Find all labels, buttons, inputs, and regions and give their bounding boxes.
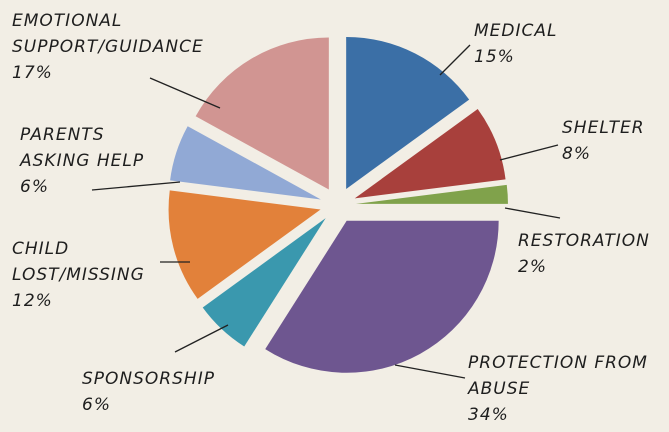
- slice-name: CHILD LOST/MISSING: [12, 239, 145, 285]
- slice-label: CHILD LOST/MISSING 12%: [12, 236, 192, 314]
- slice-label: MEDICAL 15%: [474, 18, 594, 70]
- leader-line: [174, 324, 229, 353]
- pie-slice: [170, 126, 321, 200]
- pie-slice: [265, 220, 499, 373]
- pie-slice: [354, 109, 506, 199]
- pie-slice: [195, 37, 329, 190]
- slice-name: MEDICAL: [474, 21, 558, 41]
- slice-label: EMOTIONAL SUPPORT/GUIDANCE 17%: [12, 8, 227, 86]
- slice-name: EMOTIONAL SUPPORT/GUIDANCE: [12, 11, 204, 57]
- slice-percent: 15%: [474, 47, 515, 67]
- slice-name: SHELTER: [562, 118, 645, 138]
- slice-label: SHELTER 8%: [562, 115, 669, 167]
- pie-slice: [346, 36, 470, 189]
- slice-name: PROTECTION FROM ABUSE: [468, 353, 648, 399]
- leader-line: [149, 77, 221, 109]
- leader-line: [91, 181, 181, 191]
- slice-label: PARENTS ASKING HELP 6%: [20, 122, 160, 200]
- slice-percent: 6%: [20, 177, 49, 197]
- slice-name: RESTORATION: [518, 231, 650, 251]
- slice-name: SPONSORSHIP: [82, 369, 215, 389]
- leader-line: [394, 364, 466, 379]
- leader-line: [439, 44, 471, 76]
- slice-percent: 8%: [562, 144, 591, 164]
- slice-label: RESTORATION 2%: [518, 228, 669, 280]
- slice-percent: 34%: [468, 405, 509, 425]
- leader-line: [499, 144, 559, 161]
- leader-line: [504, 207, 561, 219]
- pie-slice: [202, 218, 326, 347]
- slice-label: PROTECTION FROM ABUSE 34%: [468, 350, 668, 428]
- slice-name: PARENTS ASKING HELP: [20, 125, 145, 171]
- slice-percent: 12%: [12, 291, 53, 311]
- pie-slice: [168, 190, 321, 299]
- slice-percent: 6%: [82, 395, 111, 415]
- slice-percent: 17%: [12, 63, 53, 83]
- pie-slice: [355, 184, 508, 204]
- slice-label: SPONSORSHIP 6%: [82, 366, 282, 418]
- slice-percent: 2%: [518, 257, 547, 277]
